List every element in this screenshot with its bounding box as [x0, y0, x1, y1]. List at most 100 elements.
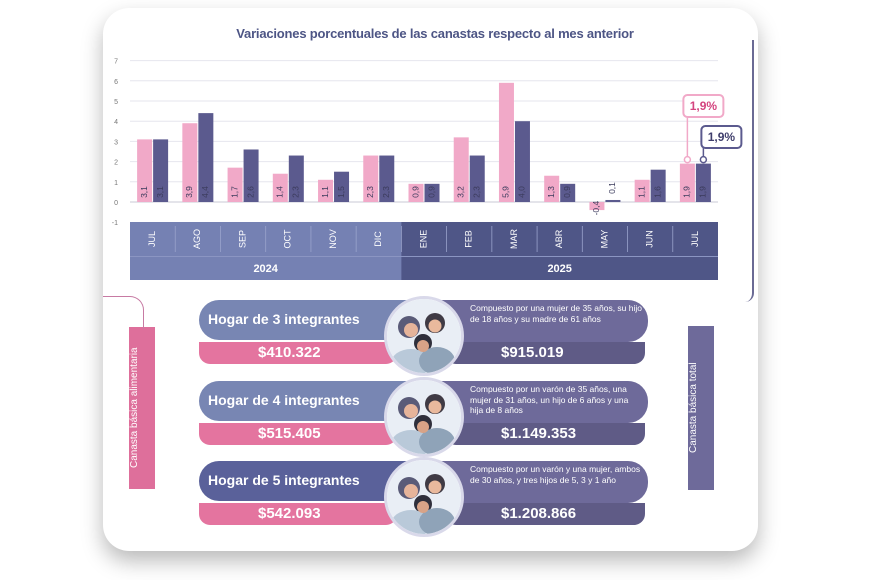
year-label: 2024	[253, 263, 278, 275]
household-title: Hogar de 4 integrantes	[208, 392, 360, 408]
household-description: Compuesto por una mujer de 35 años, su h…	[470, 303, 642, 324]
x-category-label: MAY	[599, 230, 609, 249]
cba-side-bar	[129, 327, 155, 489]
axis-band-2025	[401, 222, 718, 280]
y-tick-label: 3	[114, 139, 118, 146]
x-category-label: SEP	[237, 230, 247, 248]
family-illustration	[387, 299, 461, 373]
bar-value-label: 3,9	[184, 186, 194, 198]
bar-value-label: -0,4	[591, 200, 601, 215]
x-category-label: JUL	[147, 231, 157, 247]
y-tick-label: -1	[112, 220, 118, 227]
callout-label: 1,9%	[708, 130, 736, 144]
bar-value-label: 1,1	[320, 186, 330, 198]
bar-pink	[137, 139, 153, 202]
x-category-label: JUL	[690, 231, 700, 247]
bar-value-label: 2,3	[381, 186, 391, 198]
bar-value-label: 3,1	[139, 186, 149, 198]
y-tick-label: 0	[114, 200, 118, 207]
bar-pink	[272, 173, 288, 202]
bar-pink	[544, 175, 560, 202]
household-desc-pill	[430, 381, 648, 423]
bar-pink	[679, 163, 695, 202]
bar-purple	[469, 155, 485, 202]
x-category-label: MAR	[509, 229, 519, 250]
bar-pink	[227, 167, 243, 202]
bar-value-label: 0,9	[562, 186, 572, 198]
bar-purple	[334, 171, 350, 202]
y-tick-label: 6	[114, 79, 118, 86]
bar-pink	[589, 202, 605, 211]
y-tick-label: 1	[114, 180, 118, 187]
callout-box	[682, 94, 725, 118]
x-category-label: ABR	[554, 229, 564, 248]
bar-value-label: 4,4	[200, 186, 210, 198]
cba-price: $542.093	[258, 505, 321, 522]
bar-purple	[198, 113, 214, 202]
bar-value-label: 1,5	[336, 186, 346, 198]
family-illustration	[387, 380, 461, 454]
callout-dot	[699, 155, 708, 164]
x-category-label: JUN	[645, 230, 655, 248]
bar-purple	[288, 155, 304, 202]
family-illustration	[387, 460, 461, 534]
bar-purple	[379, 155, 395, 202]
bar-value-label: 1,7	[229, 186, 239, 198]
bar-value-label: 1,9	[698, 186, 708, 198]
cba-price-bar	[199, 423, 397, 445]
cba-price: $410.322	[258, 344, 321, 361]
bar-chart: -1 0 1 2 3 4 5 6 7 2024 2025 JUL 3,1 3,1 AGO 3,9 4,4 SEP 1…	[112, 59, 743, 280]
cba-price-bar	[199, 342, 397, 364]
bar-pink	[408, 183, 424, 202]
cba-side-label: Canasta básica alimentaria	[129, 347, 140, 469]
bar-value-label: 2,3	[291, 186, 301, 198]
bar-pink	[634, 179, 650, 202]
bar-purple	[560, 183, 576, 202]
family-photo-icon	[384, 377, 464, 457]
bar-purple	[424, 183, 440, 202]
family-photo-icon	[384, 296, 464, 376]
cba-connector-line	[103, 296, 144, 329]
chart-title: Variaciones porcentuales de las canastas…	[236, 26, 634, 41]
x-category-label: ENE	[418, 230, 428, 249]
household-desc-pill	[430, 461, 648, 503]
card-edge-line	[745, 40, 754, 302]
callout-label: 1,9%	[690, 99, 718, 113]
cbt-price-bar	[445, 342, 645, 364]
family-photo-icon	[384, 457, 464, 537]
year-label: 2025	[547, 263, 571, 275]
x-category-label: OCT	[283, 229, 293, 249]
bar-pink	[453, 137, 469, 202]
bar-value-label: 3,2	[455, 186, 465, 198]
axis-divider	[130, 256, 718, 257]
bar-value-label: 0,9	[410, 186, 420, 198]
bar-purple	[243, 149, 259, 202]
bar-value-label: 2,6	[245, 186, 255, 198]
callout-dot	[683, 155, 692, 164]
bar-value-label: 3,1	[155, 186, 165, 198]
cbt-price-bar	[445, 423, 645, 445]
bar-value-label: 1,3	[546, 186, 556, 198]
bar-value-label: 4,0	[517, 186, 527, 198]
cba-price-bar	[199, 503, 397, 525]
bar-purple	[514, 121, 530, 202]
bar-value-label: 5,9	[501, 186, 511, 198]
x-category-label: NOV	[328, 229, 338, 249]
household-description: Compuesto por un varón y una mujer, ambo…	[470, 464, 641, 485]
cba-price: $515.405	[258, 425, 321, 442]
cbt-price: $1.149.353	[501, 425, 577, 442]
household-description: Compuesto por un varón de 35 años, una m…	[470, 384, 629, 415]
bar-pink	[182, 123, 198, 202]
bar-value-label: 1,1	[636, 186, 646, 198]
y-tick-label: 4	[114, 119, 118, 126]
callout-box	[700, 125, 743, 149]
cbt-price: $915.019	[501, 344, 564, 361]
bar-purple	[605, 199, 621, 202]
x-category-label: FEB	[464, 230, 474, 248]
bar-pink	[363, 155, 379, 202]
cbt-price: $1.208.866	[501, 505, 577, 522]
bar-value-label: 2,3	[471, 186, 481, 198]
bar-pink	[498, 82, 514, 202]
bar-value-label: 0,9	[426, 186, 436, 198]
household-title: Hogar de 3 integrantes	[208, 311, 360, 327]
